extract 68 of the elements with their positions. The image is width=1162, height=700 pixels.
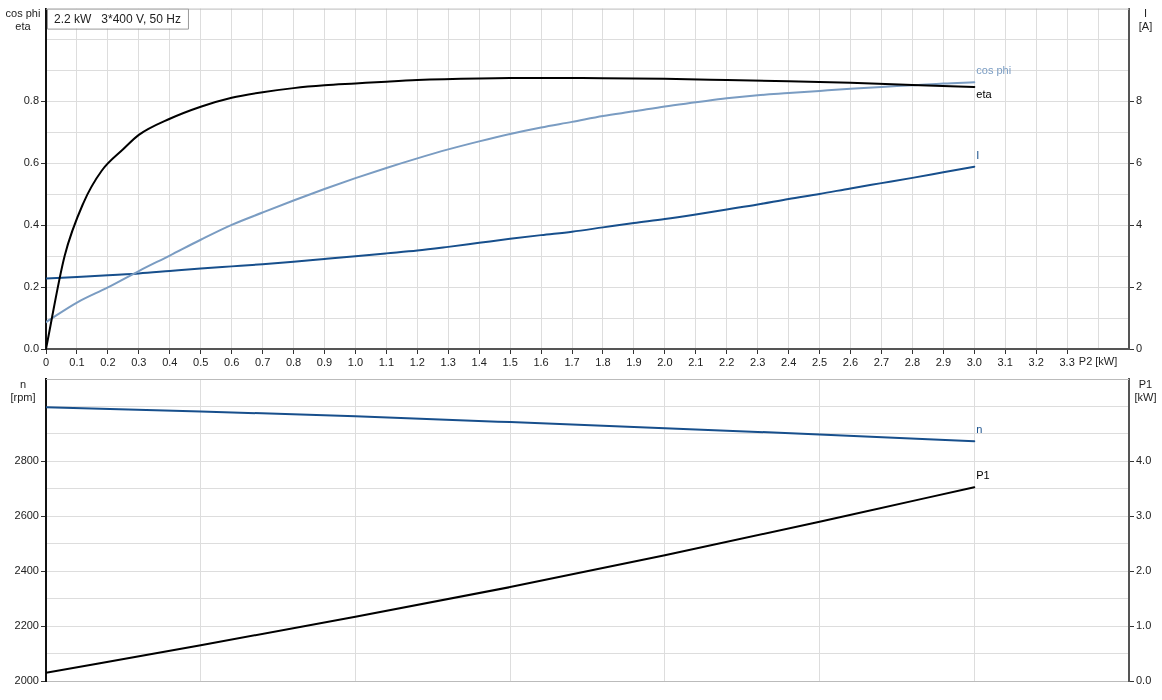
x-tick-label: 1.1 (378, 355, 395, 368)
x-tick-label: 0.8 (285, 355, 302, 368)
x-tick-label: 2.1 (688, 355, 704, 368)
x-tick-label: 0.3 (131, 355, 147, 368)
x-tick-label: 1.8 (595, 355, 611, 368)
x-tick-label: 1.2 (409, 355, 425, 368)
x-tick-label: 0.2 (100, 355, 116, 368)
x-tick-label: 1.5 (502, 355, 518, 368)
x-tick-label: 2.2 (719, 355, 735, 368)
y-tick-label: 2800 (14, 454, 39, 467)
y2-tick-label: 4 (1136, 218, 1143, 231)
y2-tick-label: 4.0 (1136, 454, 1152, 467)
x-axis-title: P2 [kW] (1078, 354, 1118, 367)
x-tick-label: 2.5 (811, 355, 828, 368)
y-tick-label: 0.6 (23, 156, 39, 169)
y-tick-label: 2600 (14, 509, 39, 522)
y2-tick-label: 2 (1136, 280, 1143, 293)
y2-tick-label: 1.0 (1136, 619, 1152, 632)
chart-title: 2.2 kW 3*400 V, 50 Hz (54, 11, 181, 26)
x-tick-label: 0.7 (254, 355, 271, 368)
y-tick-label: 2200 (14, 619, 39, 632)
y-tick-label: 0.2 (23, 280, 39, 293)
y-tick-label: 2000 (14, 674, 39, 687)
x-tick-label: 1.9 (626, 355, 642, 368)
line-series (46, 486, 976, 674)
x-tick-label: 0.1 (69, 355, 85, 368)
y2-tick-label: 0 (1136, 342, 1143, 355)
x-tick-label: 0.6 (224, 355, 240, 368)
y2-tick-label: 3.0 (1136, 509, 1152, 522)
y2-tick-label: 2.0 (1136, 564, 1152, 577)
series-label: n (976, 423, 983, 436)
x-tick-label: 3.3 (1059, 355, 1075, 368)
x-tick-label: 0.9 (316, 355, 333, 368)
series-label: P1 (976, 469, 990, 482)
line-series (46, 165, 976, 280)
series-label: cos phi (976, 64, 1012, 77)
x-tick-label: 1.7 (564, 355, 580, 368)
x-tick-label: 2.9 (935, 355, 951, 368)
series-label: eta (976, 87, 993, 100)
x-tick-label: 2.6 (842, 355, 859, 368)
y2-axis-title: P1 [kW] (1134, 377, 1157, 403)
y2-tick-label: 6 (1136, 156, 1143, 169)
series-label: I (976, 148, 980, 161)
x-tick-label: 1.0 (347, 355, 364, 368)
x-tick-label: 0 (42, 355, 50, 368)
x-tick-label: 1.3 (440, 355, 456, 368)
x-tick-label: 2.8 (904, 355, 921, 368)
x-tick-label: 2.3 (750, 355, 766, 368)
x-tick-label: 3.1 (997, 355, 1013, 368)
x-tick-label: 1.6 (533, 355, 549, 368)
line-series (46, 406, 976, 443)
x-tick-label: 2.7 (873, 355, 890, 368)
y2-tick-label: 0.0 (1136, 674, 1152, 687)
y-tick-label: 0.4 (23, 218, 39, 231)
x-tick-label: 1.4 (471, 355, 487, 368)
x-tick-label: 3.2 (1028, 355, 1044, 368)
x-tick-label: 2.4 (780, 355, 797, 368)
y-axis-title: cos phi eta (5, 7, 41, 33)
y-tick-label: 0.0 (23, 342, 39, 355)
x-tick-label: 2.0 (657, 355, 673, 368)
x-tick-label: 0.4 (162, 355, 178, 368)
y-tick-label: 2400 (14, 564, 39, 577)
y2-axis-title: I [A] (1138, 7, 1153, 33)
x-tick-label: 3.0 (966, 355, 982, 368)
y-axis-title: n [rpm] (10, 377, 36, 403)
x-tick-label: 0.5 (193, 355, 209, 368)
y2-tick-label: 8 (1136, 94, 1143, 107)
y-tick-label: 0.8 (23, 94, 39, 107)
